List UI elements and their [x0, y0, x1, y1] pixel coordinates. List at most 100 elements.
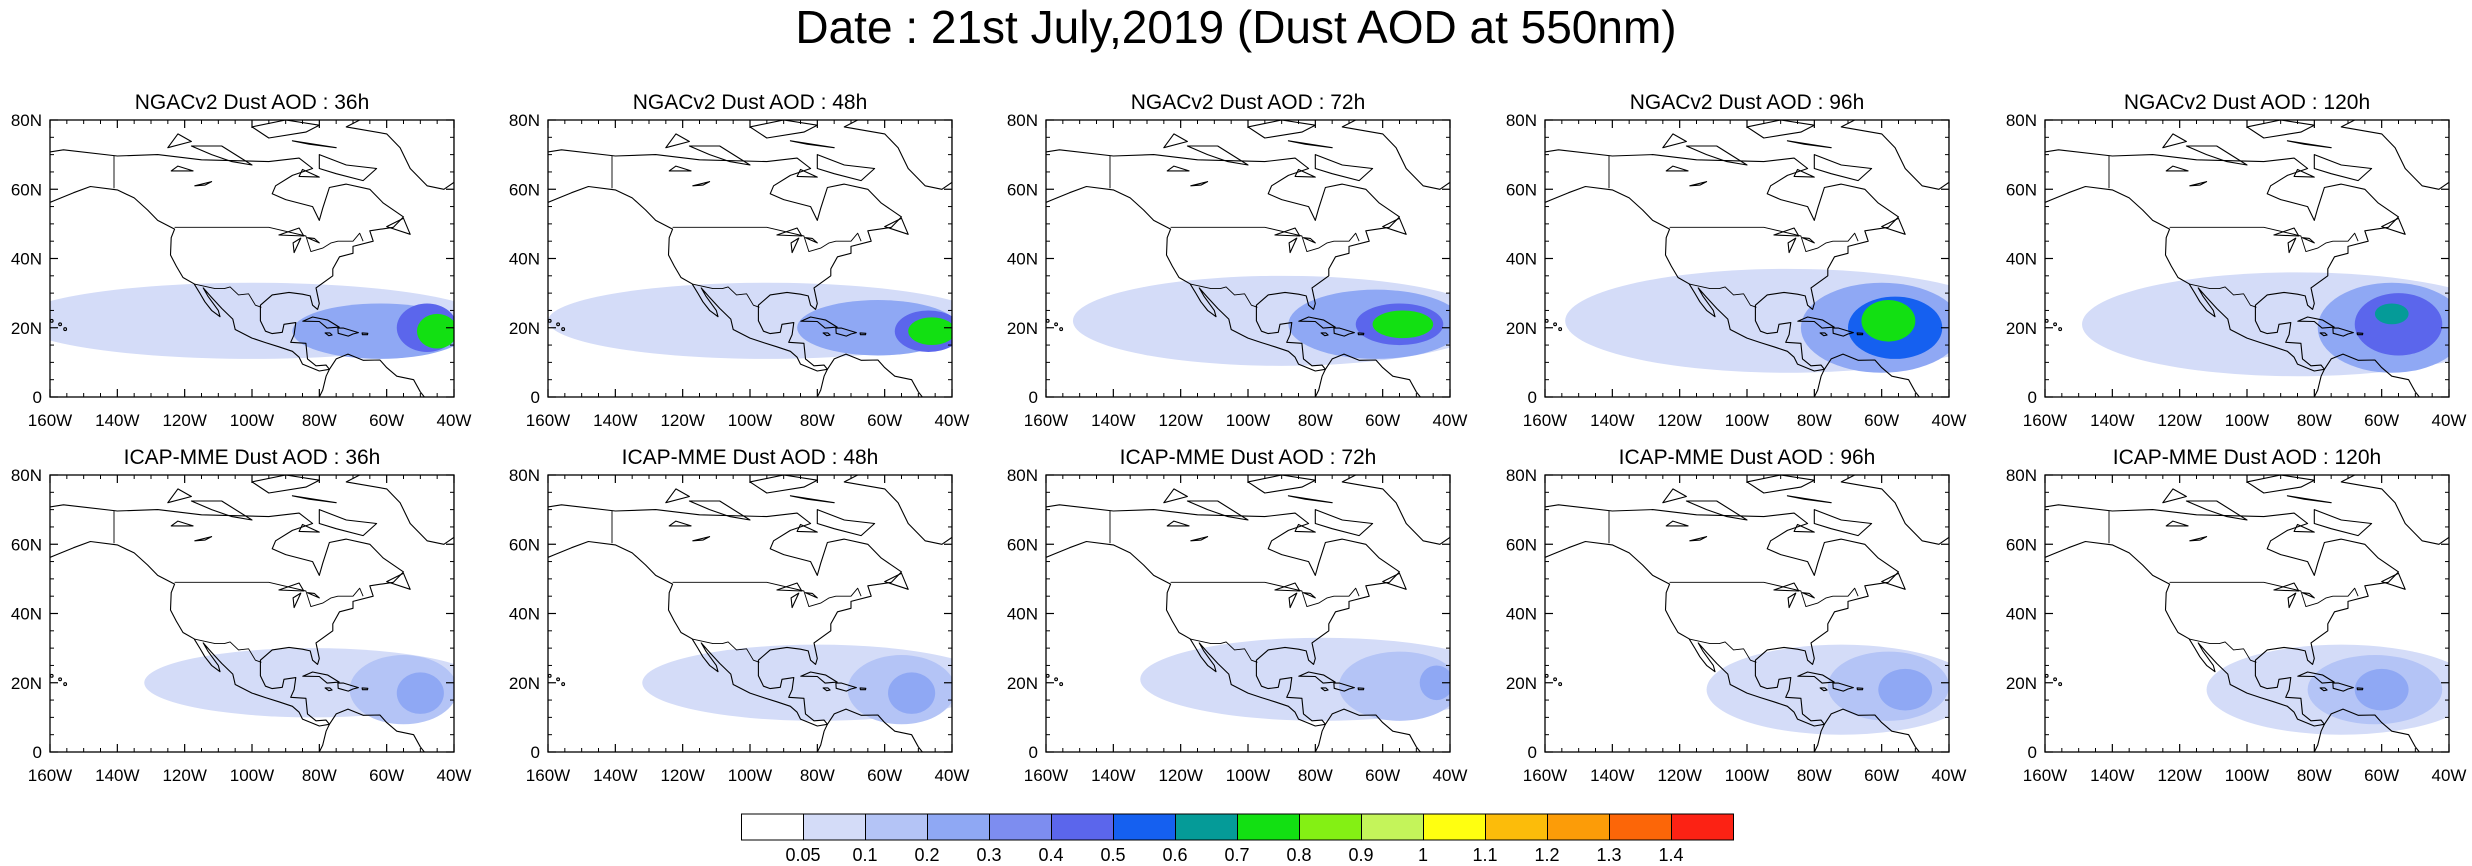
lat-tick-label: 60N	[11, 535, 42, 554]
lat-tick-label: 20N	[1506, 674, 1537, 693]
dust-field	[1140, 637, 1450, 721]
colorbar-swatch	[1299, 813, 1362, 841]
lat-tick-label: 20N	[1007, 319, 1038, 338]
map-plot: 160W 140W 120W 100W 80W 60W 40W 80N 60N 40N 20N 0	[1506, 111, 1967, 430]
lat-tick-label: 20N	[11, 319, 42, 338]
colorbar-swatch	[1423, 813, 1486, 841]
coastlines	[548, 475, 952, 752]
lat-tick-label: 40N	[1506, 605, 1537, 624]
dust-field	[548, 282, 952, 359]
lon-tick-label: 60W	[1365, 766, 1400, 785]
lon-tick-label: 120W	[162, 411, 206, 430]
colorbar-label: 1.2	[1534, 845, 1560, 865]
lat-tick-label: 60N	[2006, 535, 2037, 554]
panel-title: ICAP-MME Dust AOD : 72h	[1119, 446, 1377, 469]
lon-tick-label: 140W	[1590, 411, 1634, 430]
colorbar-label: 0.7	[1224, 845, 1250, 865]
colorbar-label: 0.4	[1038, 845, 1064, 865]
colorbar-swatch	[1547, 813, 1610, 841]
lat-tick-label: 80N	[2006, 466, 2037, 485]
lat-tick-label: 0	[531, 388, 540, 407]
lon-tick-label: 40W	[935, 766, 970, 785]
lat-tick-label: 0	[1528, 743, 1537, 762]
lon-tick-label: 140W	[95, 766, 139, 785]
lon-tick-label: 60W	[1864, 411, 1899, 430]
panel-title: ICAP-MME Dust AOD : 120h	[2112, 446, 2382, 469]
dust-contour	[908, 317, 952, 346]
lon-tick-label: 160W	[1523, 766, 1567, 785]
dust-contour	[1372, 310, 1434, 339]
lon-tick-label: 140W	[2090, 411, 2134, 430]
lon-tick-label: 60W	[2364, 411, 2399, 430]
dust-contour	[888, 672, 936, 714]
lat-tick-label: 60N	[1506, 535, 1537, 554]
lon-tick-label: 160W	[1024, 411, 1068, 430]
lon-tick-label: 80W	[800, 766, 835, 785]
colorbar-swatch	[741, 813, 804, 841]
lat-tick-label: 40N	[2006, 605, 2037, 624]
lon-tick-label: 120W	[2157, 411, 2201, 430]
panel-title: NGACv2 Dust AOD : 96h	[1629, 91, 1865, 114]
lon-tick-label: 140W	[1091, 766, 1135, 785]
colorbar-swatch	[1175, 813, 1238, 841]
lat-tick-label: 80N	[1007, 466, 1038, 485]
lon-tick-label: 120W	[2157, 766, 2201, 785]
lat-tick-label: 80N	[509, 466, 540, 485]
dust-field	[1565, 268, 1949, 373]
colorbar-label: 0.05	[785, 845, 821, 865]
lon-tick-label: 160W	[28, 766, 72, 785]
lon-tick-label: 100W	[2225, 411, 2269, 430]
colorbar-label: 0.3	[976, 845, 1002, 865]
lat-tick-label: 0	[1528, 388, 1537, 407]
lon-tick-label: 60W	[2364, 766, 2399, 785]
colorbar-label: 0.5	[1100, 845, 1126, 865]
lat-tick-label: 20N	[2006, 319, 2037, 338]
panel-title: NGACv2 Dust AOD : 36h	[134, 91, 370, 114]
lon-tick-label: 80W	[1797, 766, 1832, 785]
lon-tick-label: 160W	[526, 411, 570, 430]
lat-tick-label: 80N	[11, 111, 42, 130]
colorbar-swatch	[1051, 813, 1114, 841]
lat-tick-label: 40N	[509, 605, 540, 624]
lat-tick-label: 0	[33, 743, 42, 762]
lon-tick-label: 140W	[1590, 766, 1634, 785]
lon-tick-label: 40W	[437, 766, 472, 785]
lon-tick-label: 60W	[1864, 766, 1899, 785]
lon-tick-label: 80W	[2297, 766, 2332, 785]
colorbar-label: 1.3	[1596, 845, 1622, 865]
lon-tick-label: 160W	[28, 411, 72, 430]
dust-contour	[396, 672, 444, 714]
dust-field	[2082, 272, 2449, 377]
lat-tick-label: 60N	[2006, 180, 2037, 199]
lat-tick-label: 40N	[11, 250, 42, 269]
lat-tick-label: 40N	[1007, 605, 1038, 624]
lat-tick-label: 40N	[509, 250, 540, 269]
lon-tick-label: 100W	[728, 411, 772, 430]
lon-tick-label: 40W	[935, 411, 970, 430]
dust-contour	[1861, 300, 1916, 342]
colorbar-label: 0.9	[1348, 845, 1374, 865]
map-plot: 160W 140W 120W 100W 80W 60W 40W 80N 60N 40N 20N 0	[1506, 466, 1967, 785]
map-plot: 160W 140W 120W 100W 80W 60W 40W 80N 60N 40N 20N 0	[2006, 111, 2467, 430]
dust-field	[2206, 644, 2449, 735]
dust-contour	[416, 313, 454, 349]
lon-tick-label: 80W	[302, 766, 337, 785]
lon-tick-label: 100W	[728, 766, 772, 785]
colorbar-label: 0.2	[914, 845, 940, 865]
dust-contour	[2354, 293, 2443, 356]
lon-tick-label: 120W	[660, 766, 704, 785]
lon-tick-label: 100W	[2225, 766, 2269, 785]
colorbar-swatch	[927, 813, 990, 841]
dust-contour	[2374, 303, 2409, 325]
map-plot: 160W 140W 120W 100W 80W 60W 40W 80N 60N 40N 20N 0	[1007, 111, 1468, 430]
colorbar-label: 1	[1417, 845, 1429, 865]
lat-tick-label: 40N	[2006, 250, 2037, 269]
coastlines	[1545, 120, 1949, 397]
colorbar-swatch	[1237, 813, 1300, 841]
lon-tick-label: 40W	[1433, 766, 1468, 785]
lon-tick-label: 160W	[1523, 411, 1567, 430]
lon-tick-label: 60W	[867, 766, 902, 785]
lon-tick-label: 80W	[1797, 411, 1832, 430]
colorbar-swatch	[1609, 813, 1672, 841]
lon-tick-label: 120W	[1657, 766, 1701, 785]
